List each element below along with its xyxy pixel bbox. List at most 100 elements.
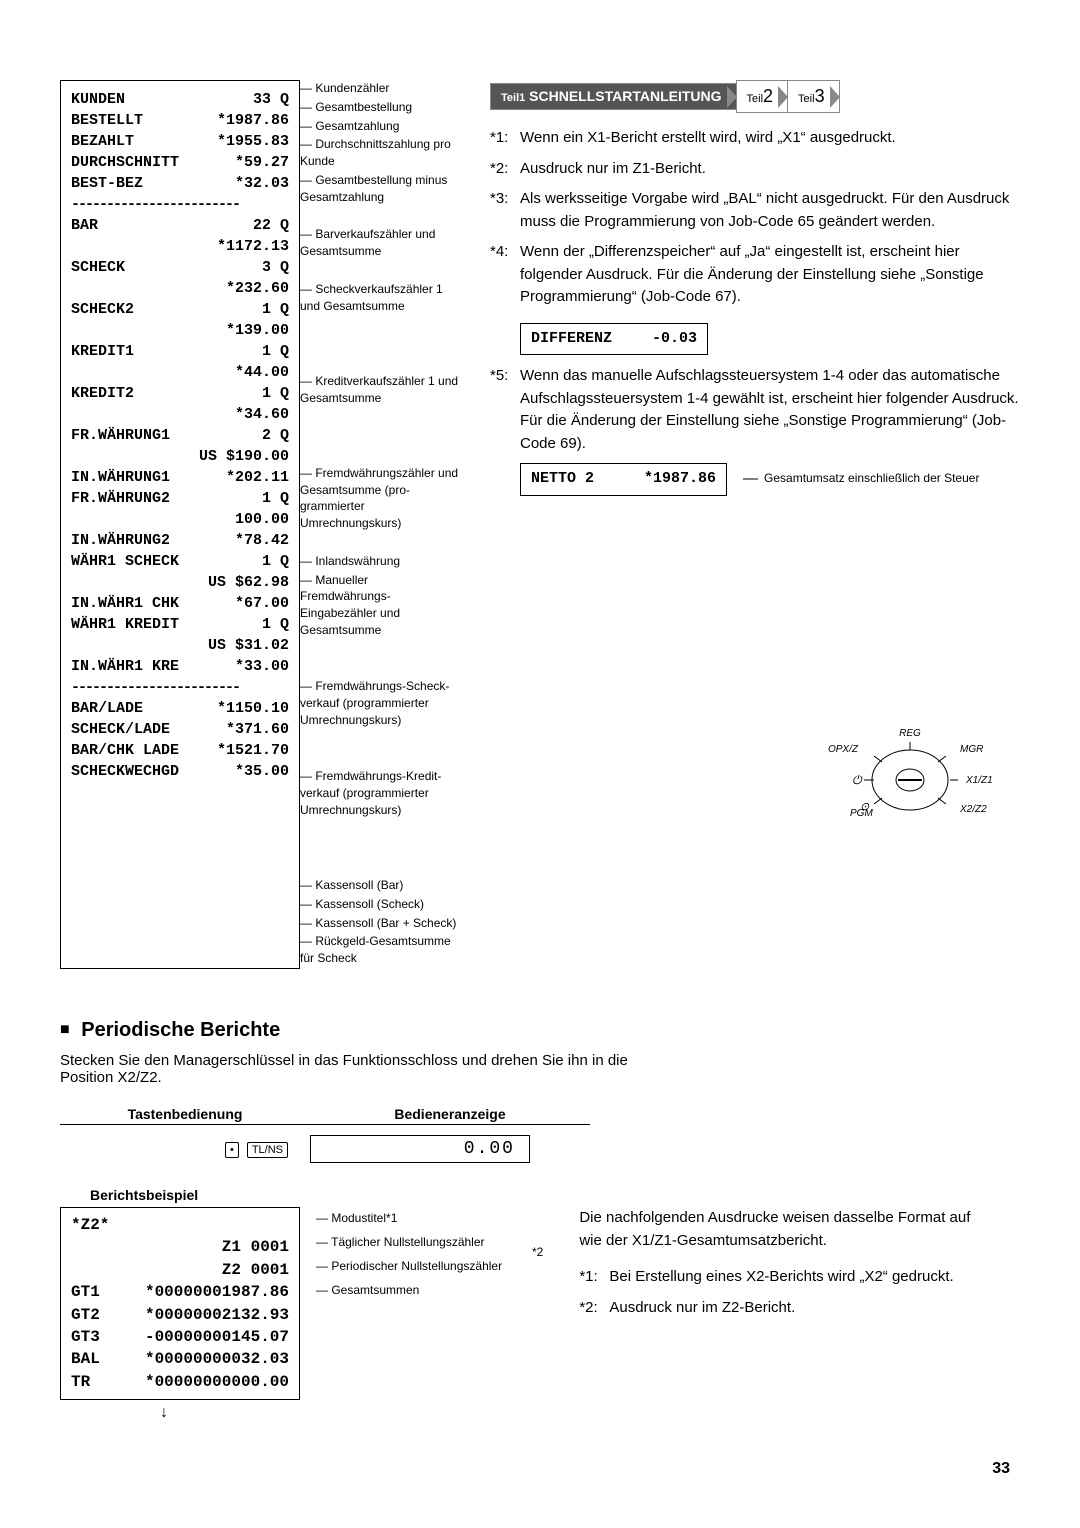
annotation-line: — Fremdwährungs-Scheck­verkauf (programm… [300,678,460,728]
receipt-row: US $31.02 [71,635,289,656]
receipt-row: KREDIT21 Q [71,383,289,404]
annotation-line [300,534,460,551]
receipt-row: KUNDEN33 Q [71,89,289,110]
annotation-line [300,446,460,463]
report-row: TR*00000000000.00 [71,1371,289,1393]
right-column: Teil1 SCHNELLSTARTANLEITUNG Teil2 Teil3 … [490,80,1020,969]
annotation-line: — Kundenzähler [300,80,460,97]
report-ann-line: — Täglicher Nullstellungs­zähler [316,1233,516,1251]
receipt-row: *34.60 [71,404,289,425]
receipt-row: US $190.00 [71,446,289,467]
report-subheading: Berichtsbeispiel [90,1187,1020,1203]
receipt-row: US $62.98 [71,572,289,593]
receipt-row: IN.WÄHR1 KRE*33.00 [71,656,289,677]
receipt-annotations: — Kundenzähler— Gesamtbestellung— Gesamt… [300,80,460,969]
receipt-row: *139.00 [71,320,289,341]
receipt-row: SCHECK/LADE*371.60 [71,719,289,740]
bc-tab-3: Teil3 [787,80,840,113]
annotation-line [300,262,460,279]
key-tlns: TL/NS [247,1142,288,1158]
report-row: GT1*00000001987.86 [71,1281,289,1303]
report-row: GT3-00000000145.07 [71,1326,289,1348]
table-header: Tastenbedienung Bedieneranzeige [60,1104,590,1125]
receipt-row: IN.WÄHRUNG1*202.11 [71,467,289,488]
netto-row: NETTO 2 *1987.86 — Gesamtumsatz einschli… [520,463,1020,496]
annotation-line: — Barverkaufszähler und Gesamtsumme [300,226,460,260]
note-5: *5: Wenn das manuelle Aufschlagssteuersy… [490,365,1020,455]
receipt-box: KUNDEN33 QBESTELLT*1987.86BEZAHLT*1955.8… [60,80,300,969]
annotation-line [300,731,460,748]
receipt-row: WÄHR1 SCHECK1 Q [71,551,289,572]
bc-tab-2: Teil2 [736,80,789,113]
receipt-row: FR.WÄHRUNG12 Q [71,425,289,446]
annotation-line: — Kassensoll (Bar) [300,877,460,894]
receipt-row: IN.WÄHR1 CHK*67.00 [71,593,289,614]
section2-heading: ■ Periodische Berichte [60,1019,1020,1042]
receipt-row: BEZAHLT*1955.83 [71,131,289,152]
annotation-line [300,641,460,658]
report-ann-line: — Modustitel*1 [316,1209,516,1227]
report-ann-line: — Periodischer Nullstellungs­zähler [316,1257,516,1275]
receipt-row: *44.00 [71,362,289,383]
receipt-row: IN.WÄHRUNG2*78.42 [71,530,289,551]
svg-text:REG: REG [899,728,921,739]
receipt-row: DURCHSCHNITT*59.27 [71,152,289,173]
receipt-row: WÄHR1 KREDIT1 Q [71,614,289,635]
report-row: Z1 0001 [71,1236,289,1258]
annotation-line: — Gesamtbestellung minus Gesamtzahlung [300,172,460,206]
annotation-line [300,839,460,856]
netto-box: NETTO 2 *1987.86 [520,463,727,496]
report-box: *Z2*Z1 0001Z2 0001GT1*00000001987.86GT2*… [60,1207,300,1400]
annotation-line: — Kassensoll (Bar + Scheck) [300,915,460,932]
annotation-line [300,427,460,444]
report-row: BAL*00000000032.03 [71,1348,289,1370]
receipt-row: SCHECK21 Q [71,299,289,320]
report-star2: *2 [532,1245,543,1400]
report-row: GT2*00000002132.93 [71,1304,289,1326]
annotation-line: — Kreditverkaufszähler 1 und Gesamtsumme [300,373,460,407]
svg-text:⊙: ⊙ [860,801,870,813]
annotation-line [300,821,460,838]
annotation-line: — Inlandswährung [300,553,460,570]
note-item: *2:Ausdruck nur im Z1-Bericht. [490,158,1020,181]
report-row: *Z2* [71,1214,289,1236]
page-number: 33 [992,1460,1010,1478]
annotation-line: — Fremdwährungs-Kredit­verkauf (programm… [300,768,460,818]
annotation-line [300,408,460,425]
receipt-row: BAR22 Q [71,215,289,236]
annotation-line [300,749,460,766]
notes-list: *1:Wenn ein X1-Bericht erstellt wird, wi… [490,127,1020,309]
annotation-line: — Fremdwährungszähler und Gesamtsumme (p… [300,465,460,532]
keyswitch-diagram: REG OPX/Z MGR X1/Z1 X2/Z2 PGM ⏻ ⊙ [810,720,1010,833]
table-row: • TL/NS 0.00 [60,1125,590,1173]
annotation-line: — Gesamtzahlung [300,118,460,135]
annotation-line: — Manueller Fremdwährungs-Eingabezähler … [300,572,460,639]
svg-text:⏻: ⏻ [852,773,863,787]
receipt-row: KREDIT11 Q [71,341,289,362]
svg-text:X1/Z1: X1/Z1 [965,775,993,786]
svg-text:OPX/Z: OPX/Z [828,744,859,755]
annotation-line [300,354,460,371]
note-item: *3:Als werksseitige Vorgabe wird „BAL“ n… [490,188,1020,233]
down-arrow-icon: ↓ [160,1404,1020,1422]
annotation-line [300,660,460,677]
breadcrumb: Teil1 SCHNELLSTARTANLEITUNG Teil2 Teil3 [490,80,1020,113]
note-item: *1:Bei Erstellung eines X2-Berichts wird… [579,1266,979,1289]
netto-annotation: Gesamtumsatz einschließlich der Steuer [764,471,979,487]
note-item: *2:Ausdruck nur im Z2-Bericht. [579,1297,979,1320]
differenz-box: DIFFERENZ -0.03 [520,323,708,356]
key-sequence: • TL/NS [60,1140,310,1158]
right-notes: Die nachfolgenden Ausdrucke weisen dasse… [579,1207,979,1400]
report-annotations: — Modustitel*1 — Täglicher Nullstellungs­… [316,1207,516,1400]
receipt-row: FR.WÄHRUNG21 Q [71,488,289,509]
receipt-row: BAR/LADE*1150.10 [71,698,289,719]
annotation-line: — Kassensoll (Scheck) [300,896,460,913]
annotation-line: — Scheckverkaufszähler 1 und Gesamtsumme [300,281,460,315]
bc-tab-1: Teil1 SCHNELLSTARTANLEITUNG [490,83,737,110]
receipt-row: *232.60 [71,278,289,299]
svg-text:MGR: MGR [960,744,983,755]
svg-text:X2/Z2: X2/Z2 [959,804,987,815]
annotation-line [300,335,460,352]
note-item: *1:Wenn ein X1-Bericht erstellt wird, wi… [490,127,1020,150]
section2-intro: Stecken Sie den Managerschlüssel in das … [60,1052,680,1086]
